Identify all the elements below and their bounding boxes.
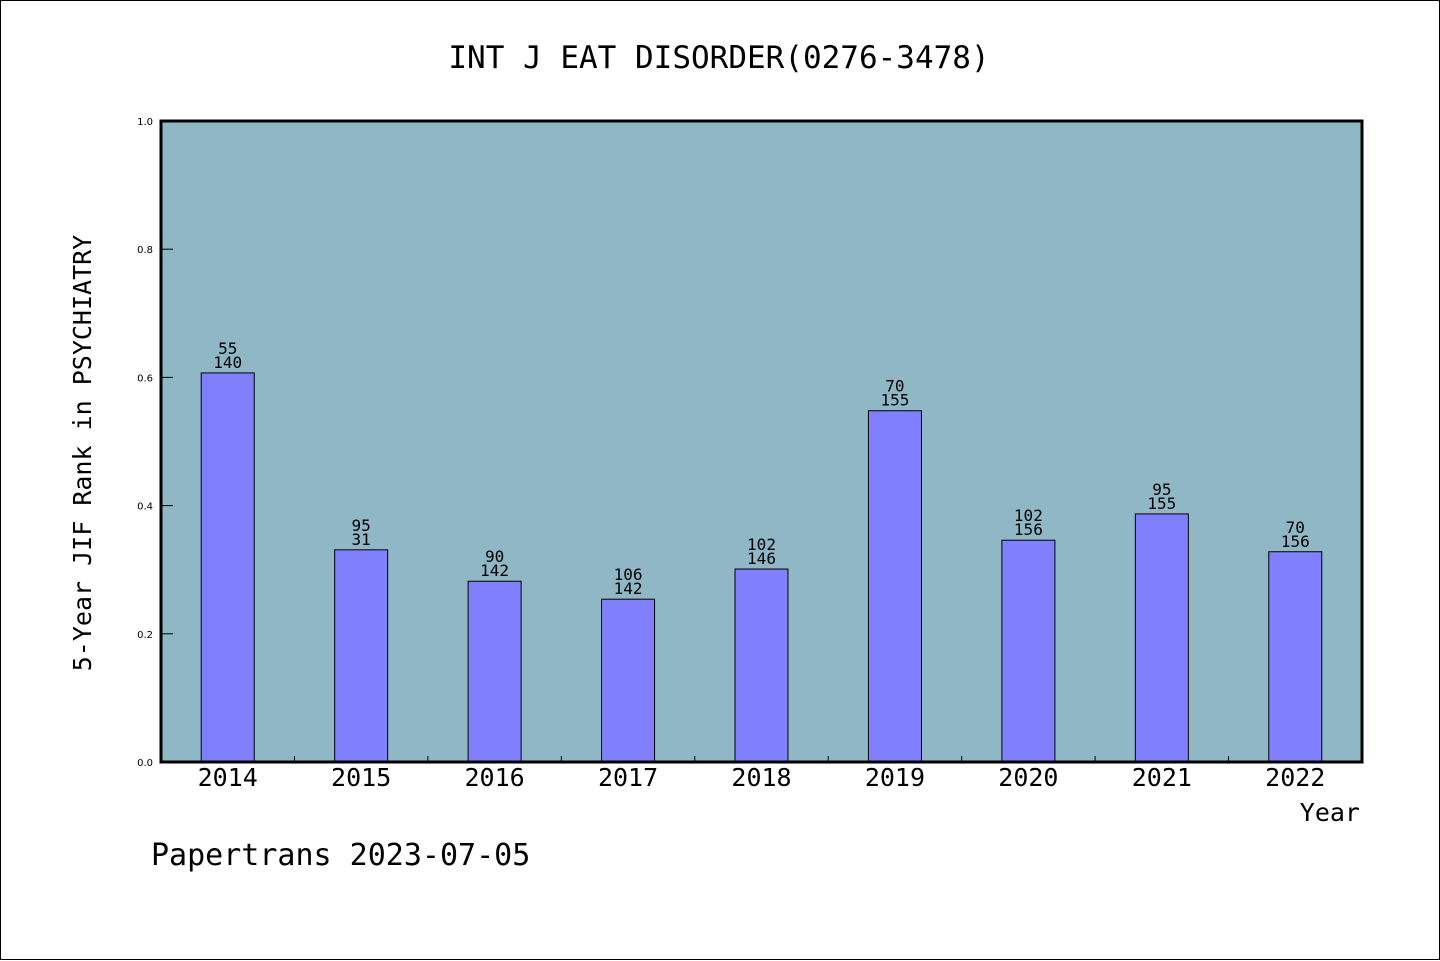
x-tick-label-2020: 2020 (998, 763, 1058, 792)
bar-2022 (1268, 551, 1323, 763)
bar-label-bottom-2016: 142 (480, 561, 509, 580)
x-tick-label-2016: 2016 (465, 763, 525, 792)
plot-border (159, 119, 1364, 764)
bar-label-top-2018: 102 (747, 535, 776, 554)
y-tick-label: 1.0 (137, 117, 153, 128)
y-tick-label: 0.8 (137, 245, 153, 256)
x-tick-label-2022: 2022 (1265, 763, 1325, 792)
x-tick-label-2015: 2015 (331, 763, 391, 792)
x-tick-label-2014: 2014 (198, 763, 258, 792)
bars-group (200, 372, 1323, 763)
bar-label-bottom-2020: 156 (1014, 520, 1043, 539)
x-tick-label-2021: 2021 (1132, 763, 1192, 792)
bar-label-bottom-2018: 146 (747, 549, 776, 568)
y-tick-label: 0.2 (137, 630, 153, 641)
x-tick-label-2019: 2019 (865, 763, 925, 792)
x-tick-label-2018: 2018 (731, 763, 791, 792)
bar-label-top-2015: 95 (352, 516, 371, 535)
bar-label-bottom-2021: 155 (1147, 494, 1176, 513)
bar-label-bottom-2017: 142 (614, 579, 643, 598)
bar-label-bottom-2022: 156 (1281, 532, 1310, 551)
x-tick-label-2017: 2017 (598, 763, 658, 792)
bar-label-bottom-2019: 155 (880, 391, 909, 410)
bar-2020 (1001, 539, 1056, 763)
bar-2019 (867, 410, 922, 763)
bar-label-top-2020: 102 (1014, 506, 1043, 525)
chart-title: INT J EAT DISORDER(0276-3478) (448, 40, 989, 76)
bar-label-top-2019: 70 (885, 377, 904, 396)
bar-label-top-2022: 70 (1286, 518, 1305, 537)
bar-2017 (601, 598, 656, 763)
bar-label-top-2014: 55 (218, 339, 237, 358)
bar-label-top-2016: 90 (485, 547, 504, 566)
bar-2021 (1134, 513, 1189, 763)
x-axis-ticks: 2014 2015 2016 2017 2018 2019 2020 2021 2022 (198, 756, 1325, 792)
y-axis-label: 5-Year JIF Rank in PSYCHIATRY (68, 235, 97, 672)
bar-label-bottom-2014: 140 (213, 353, 242, 372)
bar-2016 (467, 580, 522, 763)
bar-2015 (334, 549, 389, 763)
footer-text: Papertrans 2023-07-05 (151, 838, 530, 873)
y-tick-label: 0.4 (137, 502, 153, 513)
x-axis-label: Year (1300, 798, 1360, 827)
y-tick-label: 0.0 (137, 758, 153, 769)
bar-label-bottom-2015: 31 (352, 530, 371, 549)
bar-label-top-2017: 106 (614, 565, 643, 584)
bar-2018 (734, 568, 789, 763)
y-tick-label: 0.6 (137, 373, 153, 384)
bar-label-top-2021: 95 (1152, 480, 1171, 499)
bar-2014 (200, 372, 255, 763)
